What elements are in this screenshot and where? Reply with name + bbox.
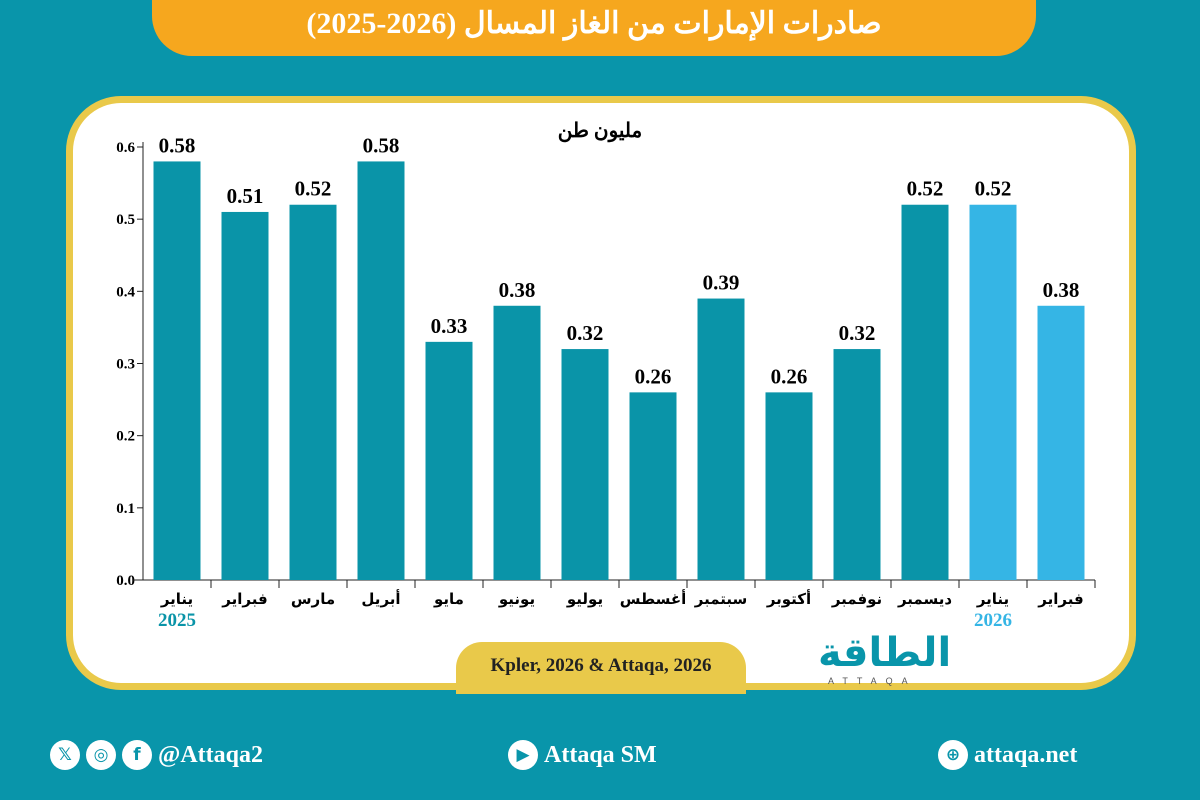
data-label: 0.52 <box>907 177 944 201</box>
data-label: 0.32 <box>567 321 604 345</box>
footer-website: ⊕ attaqa.net <box>938 740 1077 770</box>
year-label: 2026 <box>974 610 1012 631</box>
data-label: 0.38 <box>1043 278 1080 302</box>
y-tick-label: 0.5 <box>116 212 135 228</box>
facebook-icon[interactable]: f <box>122 740 152 770</box>
data-label: 0.58 <box>363 133 400 157</box>
bar <box>765 392 813 580</box>
y-tick-label: 0.2 <box>116 429 135 445</box>
x-tick-label: يناير <box>976 590 1009 608</box>
bar <box>561 349 609 580</box>
x-tick-label: مايو <box>433 590 464 608</box>
website-link[interactable]: attaqa.net <box>974 741 1078 768</box>
attaqa-logo-sub: ATTAQA <box>828 676 917 686</box>
social-handle[interactable]: @Attaqa2 <box>158 741 263 768</box>
x-tick-label: يناير <box>160 590 193 608</box>
year-label: 2025 <box>158 610 196 631</box>
bar <box>969 204 1017 580</box>
x-tick-label: ديسمبر <box>897 590 952 608</box>
chart-title: صادرات الإمارات من الغاز المسال (2026-20… <box>306 7 882 40</box>
y-tick-label: 0.6 <box>116 140 135 156</box>
footer-social: 𝕏 ◎ f @Attaqa2 <box>50 740 263 770</box>
x-tick-label: يوليو <box>566 590 603 608</box>
attaqa-logo: الطاقة <box>818 630 952 676</box>
bar <box>221 211 269 580</box>
x-tick-label: مارس <box>291 590 335 608</box>
bar <box>697 298 745 580</box>
bar <box>425 341 473 580</box>
x-tick-label: أبريل <box>361 589 400 608</box>
data-label: 0.32 <box>839 321 876 345</box>
data-label: 0.51 <box>227 184 264 208</box>
data-label: 0.58 <box>159 133 196 157</box>
data-label: 0.39 <box>703 271 740 295</box>
title-banner <box>152 0 1036 56</box>
bar <box>289 204 337 580</box>
footer-youtube: ▶ Attaqa SM <box>508 740 657 770</box>
source-label: Kpler, 2026 & Attaqa, 2026 <box>456 642 746 694</box>
data-label: 0.52 <box>295 177 332 201</box>
instagram-icon[interactable]: ◎ <box>86 740 116 770</box>
data-label: 0.26 <box>635 364 672 388</box>
bar <box>629 392 677 580</box>
data-label: 0.52 <box>975 177 1012 201</box>
data-label: 0.38 <box>499 278 536 302</box>
x-tick-label: أكتوبر <box>766 589 811 608</box>
bar <box>901 204 949 580</box>
data-label: 0.33 <box>431 314 468 338</box>
y-tick-label: 0.4 <box>116 284 135 300</box>
globe-icon: ⊕ <box>938 740 968 770</box>
x-tick-label: فبراير <box>1037 590 1083 608</box>
y-tick-label: 0.0 <box>116 573 135 589</box>
y-tick-label: 0.3 <box>116 357 135 373</box>
y-tick-label: 0.1 <box>116 501 135 517</box>
youtube-icon[interactable]: ▶ <box>508 740 538 770</box>
bar <box>1037 305 1085 580</box>
youtube-handle[interactable]: Attaqa SM <box>544 741 657 768</box>
x-icon[interactable]: 𝕏 <box>50 740 80 770</box>
bar <box>833 349 881 580</box>
x-tick-label: يونيو <box>498 590 535 608</box>
x-tick-label: فبراير <box>221 590 267 608</box>
bar <box>357 161 405 580</box>
bar <box>493 305 541 580</box>
bar <box>153 161 201 580</box>
y-axis-unit: مليون طن <box>557 120 643 142</box>
x-tick-label: نوفمبر <box>831 590 882 608</box>
data-label: 0.26 <box>771 364 808 388</box>
x-tick-label: أغسطس <box>620 589 686 608</box>
x-tick-label: سبتمبر <box>694 590 748 608</box>
